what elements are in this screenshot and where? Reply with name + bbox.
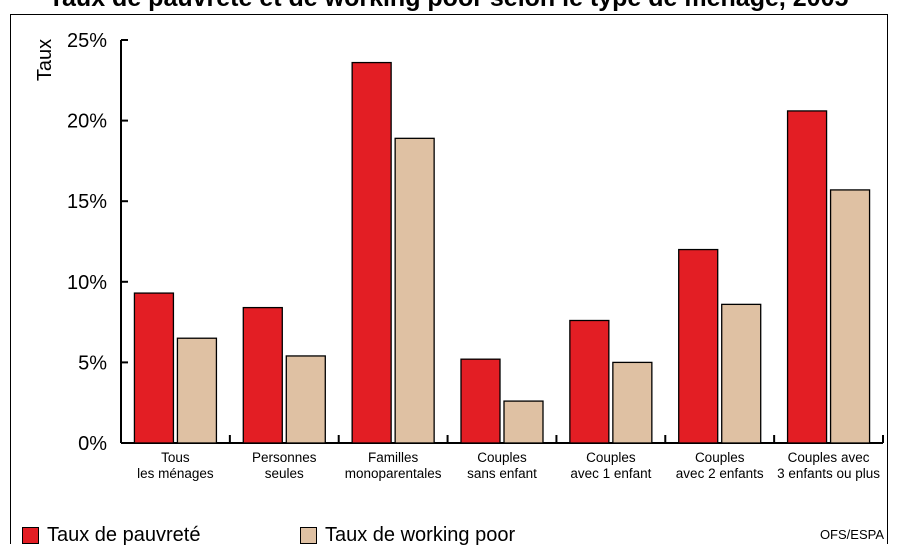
- bar-poverty: [133, 292, 175, 444]
- bar-working-poor: [503, 400, 544, 444]
- x-category-label: 3 enfants ou plus: [777, 466, 880, 481]
- x-category-label: Couples avec: [788, 450, 870, 465]
- bar-working-poor: [285, 355, 326, 444]
- legend-swatch-working-poor: [300, 526, 317, 544]
- legend-label-poverty: Taux de pauvreté: [47, 523, 201, 546]
- bar-poverty: [569, 319, 610, 444]
- y-tick-label: 0%: [78, 433, 107, 455]
- x-category-label: Couples: [477, 450, 527, 465]
- y-tick-label: 20%: [67, 111, 107, 133]
- chart-title: Taux de pauvreté et de working poor selo…: [0, 0, 897, 12]
- bar-working-poor: [721, 303, 762, 444]
- y-tick-label: 10%: [67, 272, 107, 294]
- bar-working-poor: [829, 189, 871, 444]
- bar-working-poor: [612, 361, 653, 444]
- x-category-label: Couples: [695, 450, 745, 465]
- bar-poverty: [786, 110, 828, 444]
- bar-poverty: [242, 306, 283, 444]
- x-category-label: les ménages: [137, 466, 214, 481]
- x-category-label: Personnes: [252, 450, 317, 465]
- bar-working-poor: [176, 337, 218, 444]
- x-category-label: monoparentales: [345, 466, 442, 481]
- x-category-label: Tous: [161, 450, 190, 465]
- y-axis-label: Taux: [34, 39, 56, 81]
- chart-title-strip: Taux de pauvreté et de working poor selo…: [0, 0, 897, 14]
- y-tick-label: 25%: [67, 30, 107, 52]
- bar-poverty: [460, 358, 501, 444]
- x-category-label: Couples: [586, 450, 636, 465]
- x-category-label: sans enfant: [467, 466, 537, 481]
- bar-poverty: [351, 61, 392, 444]
- bar-working-poor: [394, 137, 435, 444]
- y-tick-label: 15%: [67, 191, 107, 213]
- chart-frame: [10, 14, 888, 544]
- bar-poverty: [678, 248, 719, 444]
- legend-label-working-poor: Taux de working poor: [325, 523, 516, 546]
- x-category-label: seules: [265, 466, 304, 481]
- x-category-label: avec 1 enfant: [570, 466, 651, 481]
- y-tick-label: 5%: [78, 352, 107, 374]
- legend-item-working-poor: Taux de working poor: [300, 522, 515, 548]
- legend-item-poverty: Taux de pauvreté: [22, 522, 200, 548]
- legend-swatch-poverty: [22, 526, 39, 544]
- source-note: OFS/ESPA: [819, 527, 884, 542]
- x-category-label: Familles: [368, 450, 419, 465]
- x-category-label: avec 2 enfants: [676, 466, 764, 481]
